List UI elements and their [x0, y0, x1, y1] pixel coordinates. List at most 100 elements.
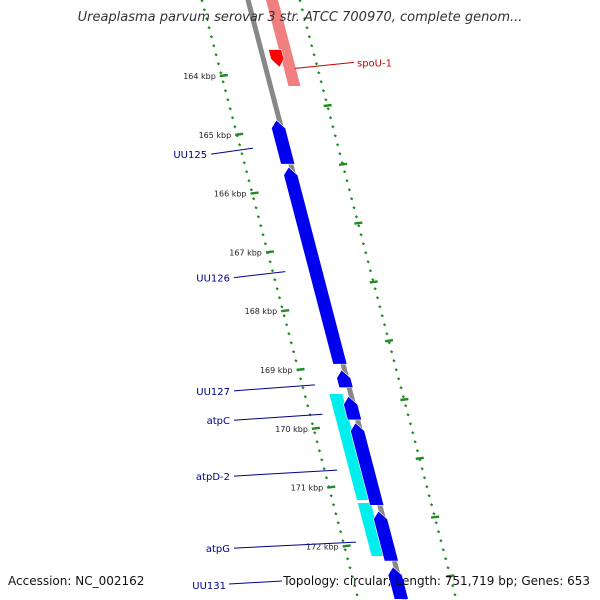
dot-left	[228, 107, 232, 111]
major-tick-right	[354, 221, 363, 225]
leader-uu131	[228, 580, 283, 585]
dot-left	[200, 0, 204, 3]
dot-right	[338, 152, 342, 156]
dot-left	[294, 359, 298, 363]
gene-label-uu126[interactable]: UU126	[196, 274, 230, 285]
dot-right	[361, 242, 366, 246]
tick-label: 171 kbp	[291, 484, 324, 493]
major-tick-right	[338, 162, 348, 166]
dot-right	[298, 0, 302, 3]
dot-left	[237, 143, 242, 147]
gene-arrow-atpg[interactable]	[373, 510, 399, 562]
major-tick-right	[384, 339, 394, 343]
dot-right	[399, 386, 403, 390]
dot-left	[219, 71, 223, 75]
dot-left	[331, 503, 336, 507]
dot-left	[303, 395, 308, 399]
dot-left	[270, 269, 275, 273]
label-layer: spoU-1 UU125 UU126 UU127 atpC atpD-2 atpG UU131	[173, 58, 392, 592]
dot-right	[394, 368, 398, 372]
gene-arrow-uu126[interactable]	[283, 166, 348, 365]
dot-left	[277, 296, 282, 300]
dot-right	[373, 287, 377, 291]
gene-arrow-atpc[interactable]	[343, 395, 363, 421]
dot-left	[221, 80, 225, 84]
dot-left	[350, 575, 354, 579]
dot-right	[434, 521, 438, 525]
dot-right	[380, 314, 384, 318]
dot-left	[247, 179, 251, 183]
dot-left	[284, 323, 289, 327]
dot-right	[392, 359, 396, 363]
dot-left	[334, 512, 338, 516]
leader-uu126	[233, 271, 286, 279]
major-tick-left	[327, 485, 336, 489]
major-tick-left	[265, 250, 275, 254]
dot-right	[375, 296, 380, 300]
gene-arrow-uu127[interactable]	[336, 369, 354, 388]
dot-left	[254, 206, 258, 210]
dot-right	[305, 26, 309, 30]
dot-right	[312, 53, 316, 57]
gene-label-atpd-2[interactable]: atpD-2	[196, 472, 230, 483]
dot-left	[226, 98, 230, 102]
dot-right	[401, 395, 406, 399]
gene-arrow-uu125[interactable]	[271, 119, 296, 165]
dot-right	[382, 323, 387, 327]
dot-left	[273, 278, 277, 282]
dot-right	[324, 98, 328, 102]
dot-right	[420, 467, 424, 471]
dot-left	[263, 242, 268, 246]
gene-arrow-atpd-2[interactable]	[350, 422, 385, 506]
dot-left	[209, 35, 214, 39]
dot-right	[422, 476, 427, 480]
dot-right	[352, 206, 356, 210]
major-tick-right	[415, 456, 424, 460]
major-tick-right	[430, 515, 440, 519]
tick-label: 170 kbp	[275, 425, 308, 434]
dot-left	[298, 377, 303, 381]
dot-left	[289, 341, 293, 345]
leader-uu127	[233, 384, 315, 392]
dot-left	[252, 197, 256, 201]
dot-right	[331, 125, 335, 129]
major-tick-left	[342, 544, 351, 548]
major-tick-left	[219, 73, 228, 78]
gene-label-atpc[interactable]: atpC	[207, 416, 230, 427]
cds-band-2	[357, 503, 385, 556]
dot-left	[320, 458, 324, 462]
dot-right	[319, 80, 323, 84]
gene-label-spou-1[interactable]: spoU-1	[357, 58, 392, 69]
dot-left	[223, 89, 228, 93]
dot-right	[441, 548, 445, 552]
dot-right	[425, 485, 429, 489]
dot-right	[404, 404, 408, 408]
dot-left	[275, 287, 279, 291]
dot-right	[406, 413, 410, 417]
gene-label-uu127[interactable]: UU127	[196, 387, 230, 398]
dot-right	[453, 593, 457, 597]
dot-right	[350, 197, 354, 201]
dot-right	[411, 431, 415, 435]
dot-right	[354, 215, 359, 219]
dot-left	[313, 431, 317, 435]
major-tick-left	[235, 132, 244, 136]
dot-right	[429, 503, 434, 507]
gene-label-uu131[interactable]: UU131	[192, 581, 226, 592]
dot-left	[249, 188, 253, 192]
dot-left	[216, 62, 221, 66]
dot-right	[321, 89, 326, 93]
major-tick-right	[400, 397, 409, 402]
dot-left	[282, 314, 286, 318]
dot-left	[291, 350, 296, 354]
leader-atpd-2	[233, 469, 338, 477]
major-tick-left	[281, 309, 290, 313]
gene-label-atpg[interactable]: atpG	[206, 544, 230, 555]
dot-right	[335, 143, 340, 147]
dot-left	[353, 584, 357, 588]
gene-arrow-spou-1[interactable]	[268, 49, 285, 68]
dot-right	[328, 116, 333, 120]
gene-arrow-uu131[interactable]	[387, 566, 409, 600]
dot-right	[451, 584, 455, 588]
gene-label-uu125[interactable]: UU125	[173, 150, 207, 161]
